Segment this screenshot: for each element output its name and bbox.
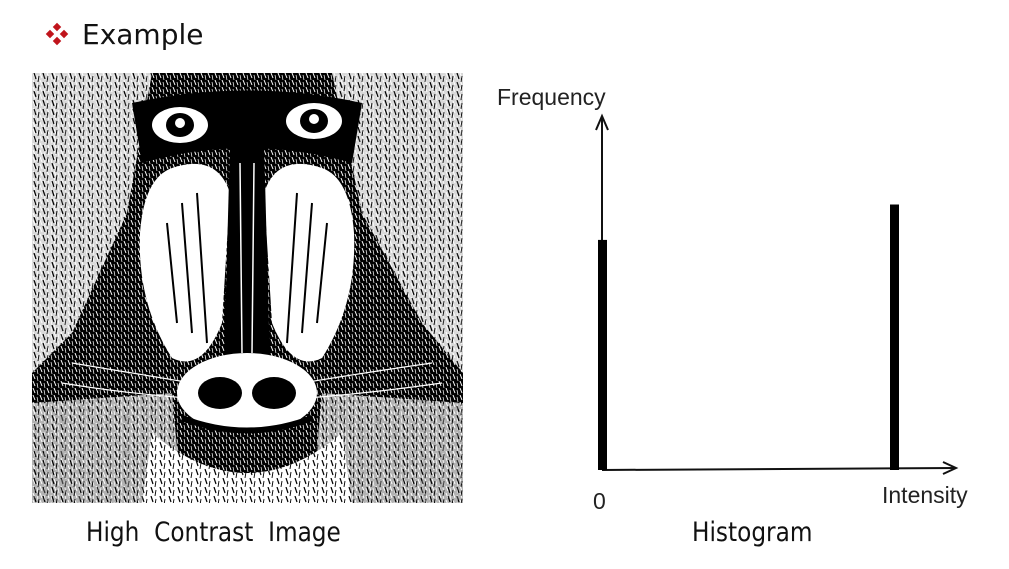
histogram-bar-white: [890, 204, 899, 470]
high-contrast-baboon-image: [32, 73, 463, 503]
diamond-bullet-icon: [45, 22, 69, 46]
histogram-caption: Histogram: [692, 517, 813, 548]
image-caption: High Contrast Image: [86, 517, 341, 548]
y-axis-arrow-icon: [595, 113, 609, 131]
histogram-chart: [595, 113, 959, 475]
x-axis-line: [601, 467, 957, 471]
histogram-axes: [595, 113, 959, 475]
histogram-bar-black: [598, 239, 607, 470]
histogram-bars: [598, 204, 899, 470]
x-axis-label: Intensity: [882, 482, 968, 508]
slide-heading: Example: [82, 17, 204, 51]
slide-heading-row: Example: [45, 14, 204, 54]
y-axis-label: Frequency: [497, 84, 606, 110]
x-axis-arrow-icon: [942, 461, 959, 475]
x-origin-tick-label: 0: [593, 488, 606, 514]
